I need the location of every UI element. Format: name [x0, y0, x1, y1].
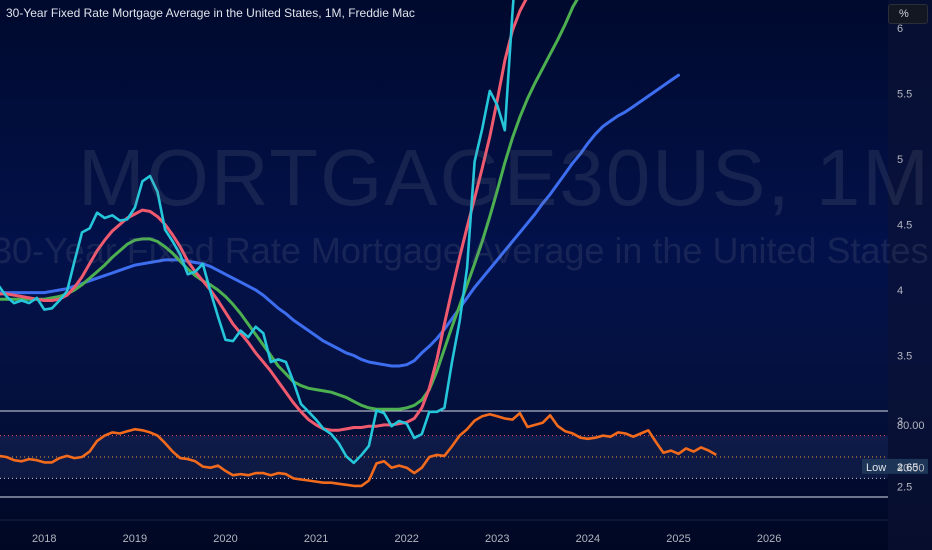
sma-long-line	[0, 73, 680, 368]
price-tick-label: 5.5	[897, 89, 912, 101]
unit-button[interactable]: %	[888, 4, 928, 24]
price-tick-label: 2.5	[897, 482, 912, 494]
sma-mid-line	[0, 0, 579, 411]
time-tick-label: 2021	[304, 533, 328, 545]
price-tick-label: 3	[897, 416, 903, 428]
time-tick-label: 2025	[666, 533, 690, 545]
rsi-line	[0, 411, 717, 488]
oscillator-tick-label: 80.00	[897, 420, 925, 432]
low-tag-value: 2.65	[897, 462, 918, 474]
price-tick-label: 4	[897, 285, 903, 297]
price-tick-label: 4.5	[897, 220, 912, 232]
price-series-line	[0, 0, 515, 465]
rsi-band-layer	[0, 435, 888, 479]
time-tick-label: 2026	[757, 533, 781, 545]
time-tick-label: 2018	[32, 533, 56, 545]
time-tick-label: 2023	[485, 533, 509, 545]
time-tick-label: 2024	[576, 533, 600, 545]
chart-title: 30-Year Fixed Rate Mortgage Average in t…	[6, 6, 415, 20]
price-tick-label: 5	[897, 154, 903, 166]
tick-layer: 7.576.565.554.543.532.5High7.8Low2.656.8…	[32, 23, 928, 545]
time-tick-label: 2022	[394, 533, 418, 545]
price-tick-label: 3.5	[897, 351, 912, 363]
low-tag-label: Low	[866, 462, 886, 474]
price-axis-strip	[888, 0, 932, 550]
sma-short-line	[0, 0, 528, 432]
time-tick-label: 2019	[123, 533, 147, 545]
series-layer	[0, 0, 717, 488]
price-tick-label: 6	[897, 23, 903, 35]
time-tick-label: 2020	[213, 533, 237, 545]
oscillator-tick-label: 40.00	[897, 463, 925, 475]
low-tag-label-bg	[862, 458, 928, 474]
